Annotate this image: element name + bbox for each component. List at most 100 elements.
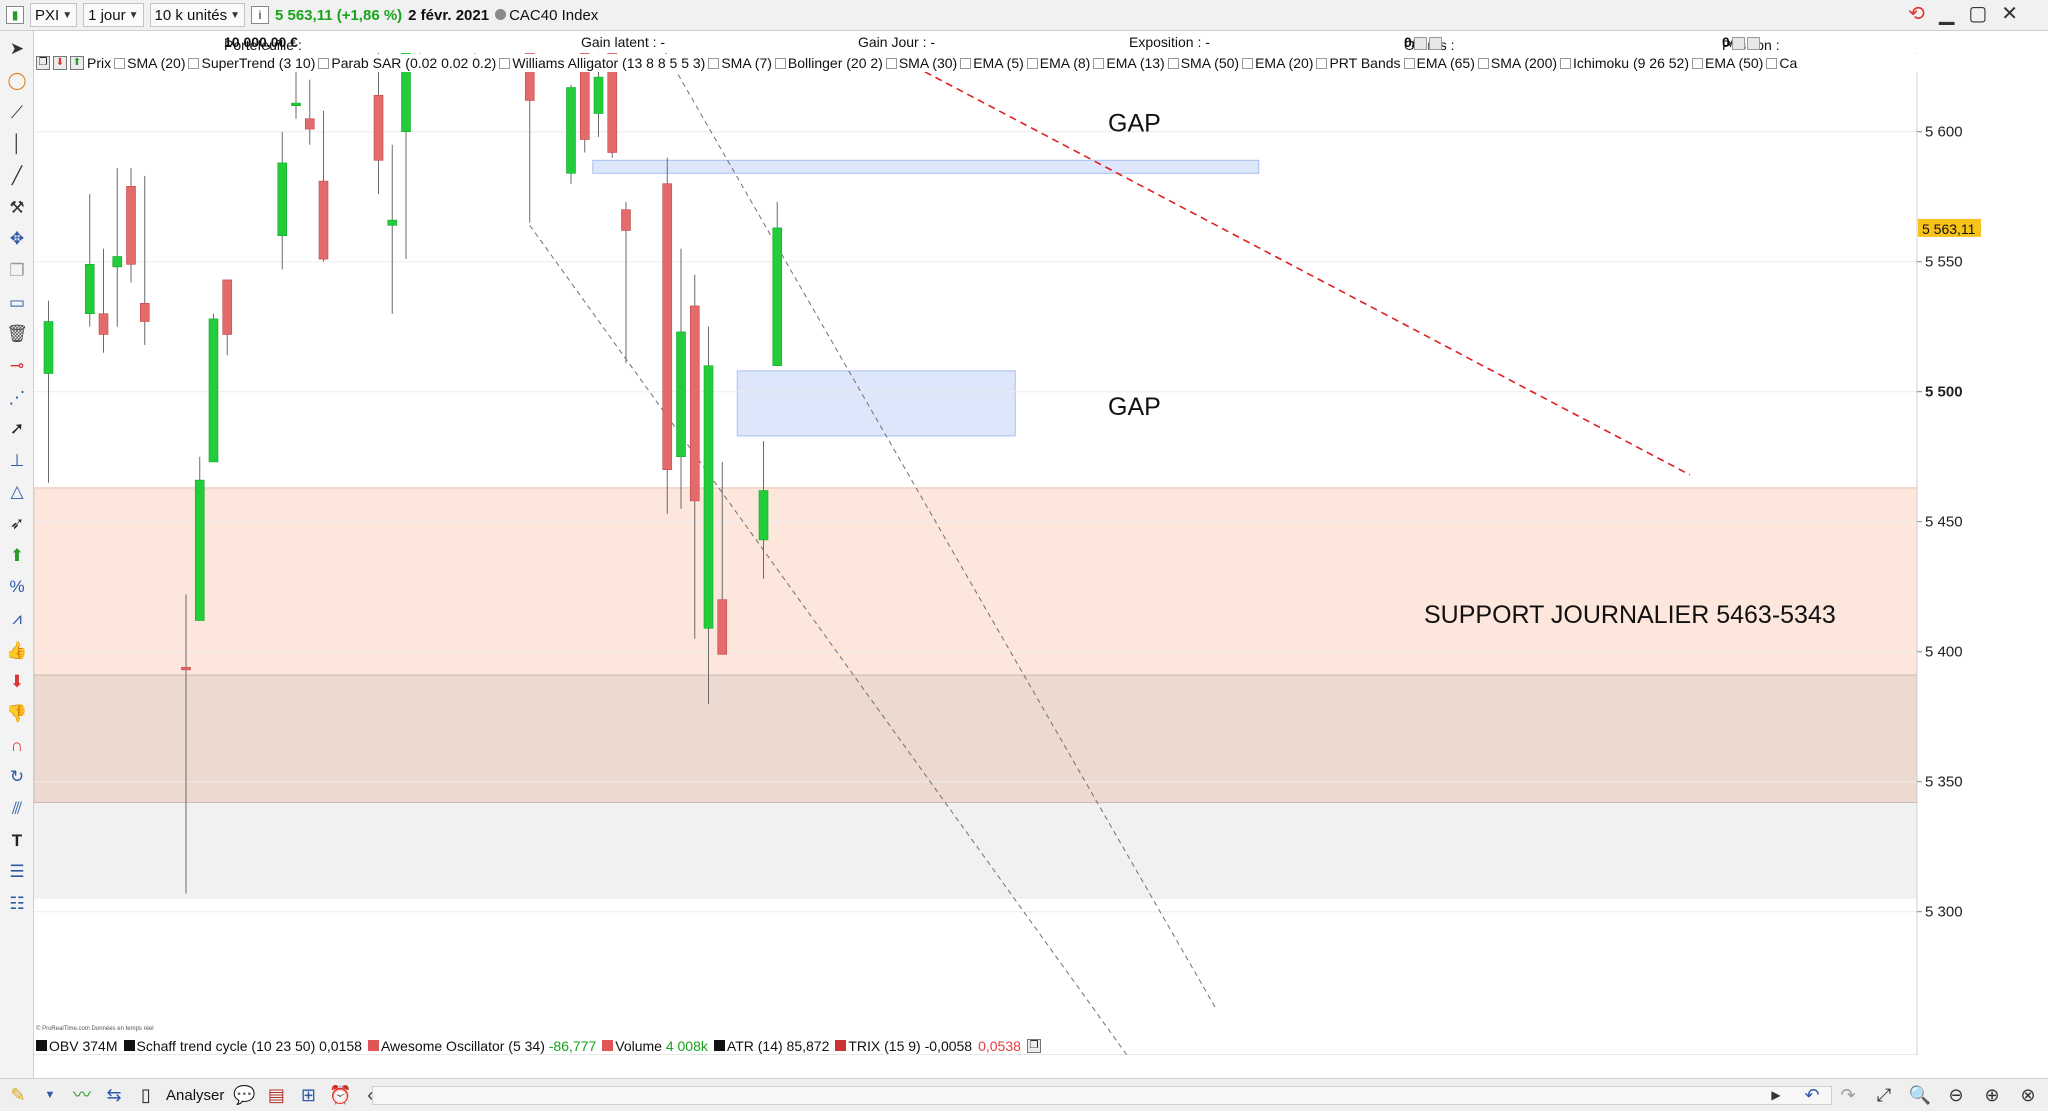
indicator-legend-item[interactable]: Williams Alligator (13 8 8 5 5 3) — [499, 55, 708, 71]
indicator-checkbox[interactable] — [499, 57, 511, 69]
descending-trendline[interactable] — [437, 53, 1691, 476]
gap-label-upper[interactable]: GAP — [1108, 110, 1161, 138]
candle[interactable] — [318, 110, 329, 262]
segment-tool-icon[interactable]: ⟋ — [11, 103, 23, 122]
candle[interactable] — [112, 168, 123, 327]
candle[interactable] — [524, 53, 535, 223]
candle[interactable] — [621, 201, 631, 364]
indicator-checkbox[interactable] — [1477, 57, 1489, 69]
info-icon[interactable]: i — [250, 6, 269, 24]
candle[interactable] — [291, 66, 301, 119]
indicator-legend-item[interactable]: Ichimoku (9 26 52) — [1560, 55, 1692, 71]
indicator-checkbox[interactable] — [114, 57, 126, 69]
candle[interactable] — [304, 79, 315, 145]
price-chart[interactable]: RESISTANCE JOURNALIERE 5710-5720SUPPORT … — [34, 53, 1981, 1055]
channel-line-upper[interactable] — [615, 53, 1218, 1011]
indicator-legend-item[interactable]: Prix — [87, 55, 114, 71]
indicator-checkbox[interactable] — [188, 57, 200, 69]
ellipse-tool-icon[interactable]: ◯ — [7, 71, 27, 90]
thumbs-down-icon[interactable]: 👎 — [6, 704, 28, 723]
horizontal-scrollbar[interactable] — [372, 1086, 1832, 1105]
candle[interactable] — [277, 131, 288, 270]
candle[interactable] — [717, 461, 728, 655]
gap-zone-lower[interactable] — [736, 370, 1016, 437]
indicator-checkbox[interactable] — [1316, 57, 1328, 69]
text-tool-icon[interactable]: T — [11, 831, 23, 850]
indicator-checkbox[interactable] — [1242, 57, 1254, 69]
share-icon[interactable]: ⇆ — [106, 1085, 122, 1105]
copy-icon[interactable]: ❐ — [9, 261, 25, 280]
chart-type-icon[interactable]: ▮ — [6, 6, 24, 24]
indicator-legend-item[interactable]: EMA (13) — [1093, 55, 1167, 71]
zoom-out-icon[interactable]: ⊖ — [1948, 1085, 1964, 1105]
candle[interactable] — [387, 144, 398, 314]
trendline-icon[interactable]: ╱ — [11, 166, 23, 185]
fibonacci-extension-icon[interactable]: ☷ — [9, 894, 25, 913]
channel-line-lower[interactable] — [529, 225, 1151, 1055]
pointer-icon[interactable]: ➤ — [9, 39, 25, 58]
candle[interactable] — [401, 53, 411, 260]
indicator-checkbox[interactable] — [960, 57, 972, 69]
indicator-legend-item[interactable]: EMA (5) — [960, 55, 1027, 71]
indicator-legend-item[interactable]: Parab SAR (0.02 0.02 0.2) — [318, 55, 499, 71]
up-green-icon[interactable]: ⬆ — [70, 56, 84, 70]
candle[interactable] — [84, 194, 95, 327]
ray-tool-icon[interactable]: ➶ — [9, 514, 25, 533]
tools-icon[interactable]: ⚒ — [9, 198, 25, 217]
move-icon[interactable]: ✥ — [9, 229, 25, 248]
candle[interactable] — [676, 248, 686, 509]
gann-fan-icon[interactable]: ⫻ — [11, 799, 23, 818]
undo-icon[interactable]: ↶ — [1804, 1085, 1820, 1105]
indicator-checkbox[interactable] — [774, 57, 786, 69]
indicator-checkbox[interactable] — [1093, 57, 1105, 69]
fibonacci-retracement-icon[interactable]: ☰ — [9, 862, 25, 881]
auto-zoom-icon[interactable]: ⤢ — [1876, 1085, 1892, 1105]
fibonacci-fan-icon[interactable]: ⋰ — [8, 388, 26, 407]
candle[interactable] — [662, 157, 673, 514]
indicator-add-icon[interactable]: 〰 — [73, 1085, 91, 1105]
candle[interactable] — [98, 248, 109, 353]
candle[interactable] — [758, 441, 769, 579]
alarm-icon[interactable]: ⏰ — [329, 1085, 352, 1105]
zoom-box-icon[interactable]: 🔍 — [1908, 1085, 1932, 1105]
reset-zoom-icon[interactable]: ⊗ — [2020, 1085, 2036, 1105]
horizontal-line-icon[interactable]: ⊸ — [9, 356, 25, 375]
indicator-legend-item[interactable]: SMA (50) — [1167, 55, 1242, 71]
indicator-checkbox[interactable] — [1026, 57, 1038, 69]
analyser-button[interactable]: Analyser — [166, 1086, 225, 1104]
indicator-panel-item[interactable]: OBV 374M — [36, 1038, 118, 1054]
up-arrow-icon[interactable]: ⬆ — [9, 546, 25, 565]
arrow-tool-icon[interactable]: ➚ — [9, 419, 25, 438]
candle[interactable] — [181, 594, 191, 894]
orders-toggle-icon[interactable] — [1413, 37, 1427, 50]
gap-label-lower[interactable]: GAP — [1108, 393, 1161, 421]
sync-arrows-icon[interactable]: ⟲ — [1908, 3, 1925, 25]
fibonacci-icon[interactable]: ⊥ — [9, 451, 25, 470]
position-toggle-icon[interactable] — [1747, 37, 1761, 50]
indicator-legend-item[interactable]: SMA (30) — [885, 55, 960, 71]
indicator-checkbox[interactable] — [1167, 57, 1179, 69]
scroll-right-icon[interactable]: ▶ — [1771, 1088, 1781, 1102]
candle[interactable] — [208, 313, 219, 463]
candle[interactable] — [126, 168, 136, 283]
down-arrow-icon[interactable]: ⬇ — [9, 672, 25, 691]
window-icon[interactable]: ❐ — [36, 56, 50, 70]
pencil-icon[interactable]: ✎ — [10, 1085, 26, 1105]
candle[interactable] — [222, 279, 233, 356]
candle[interactable] — [43, 300, 54, 483]
support-label[interactable]: SUPPORT JOURNALIER 5463-5343 — [1424, 601, 1836, 629]
vertical-line-icon[interactable]: │ — [11, 134, 23, 153]
chart-canvas[interactable]: RESISTANCE JOURNALIERE 5710-5720SUPPORT … — [34, 53, 1981, 1055]
indicator-panel-item[interactable]: TRIX (15 9) -0,0058 — [835, 1038, 972, 1054]
indicator-legend-item[interactable]: SMA (7) — [708, 55, 775, 71]
rectangle-tool-icon[interactable]: ▭ — [8, 293, 26, 312]
indicator-checkbox[interactable] — [318, 57, 330, 69]
screener-icon[interactable]: ▯ — [141, 1085, 151, 1105]
zoom-in-icon[interactable]: ⊕ — [1984, 1085, 2000, 1105]
close-icon[interactable]: ✕ — [2001, 3, 2018, 25]
units-selector[interactable]: 10 k unités ▼ — [149, 3, 245, 27]
andrews-pitchfork-icon[interactable]: ⩘ — [12, 609, 22, 628]
indicator-legend-item[interactable]: PRT Bands — [1316, 55, 1403, 71]
indicator-checkbox[interactable] — [708, 57, 720, 69]
list-icon[interactable]: ▤ — [267, 1085, 285, 1105]
